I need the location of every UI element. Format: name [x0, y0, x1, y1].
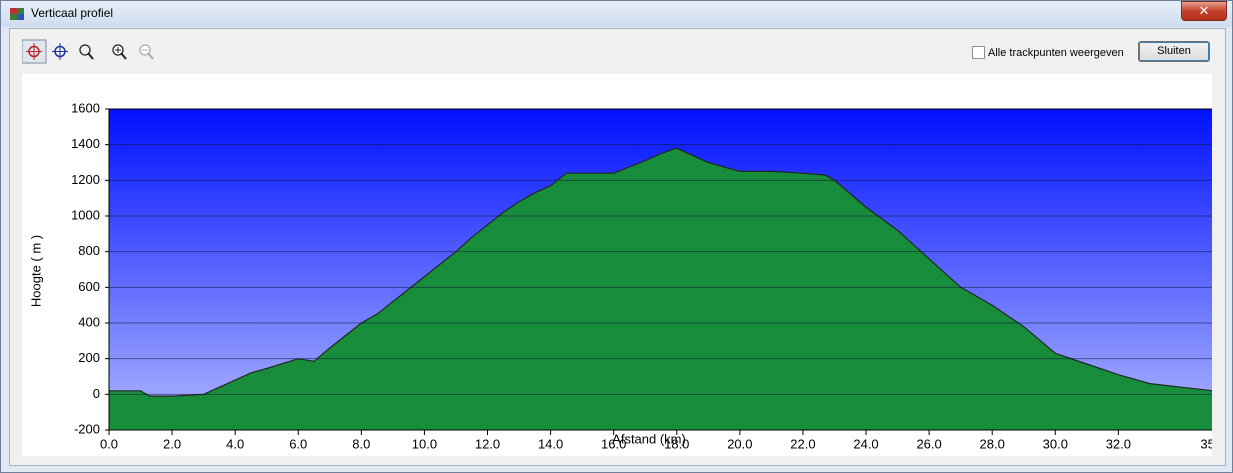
x-tick-label: 12.0 — [475, 436, 500, 451]
x-tick-label: 14.0 — [538, 436, 563, 451]
x-tick-label: 35.0 — [1200, 436, 1212, 451]
tool-zoom-in[interactable] — [112, 44, 127, 60]
tool-zoom-area[interactable] — [79, 44, 94, 60]
window-title: Verticaal profiel — [31, 6, 114, 20]
checkbox-label: Alle trackpunten weergeven — [988, 46, 1124, 59]
y-axis-label: Hoogte ( m ) — [28, 235, 43, 307]
toolbar — [21, 39, 162, 65]
x-tick-label: 28.0 — [980, 436, 1005, 451]
x-tick-label: 10.0 — [412, 436, 437, 451]
x-tick-label: 26.0 — [916, 436, 941, 451]
client-area: Alle trackpunten weergeven Sluiten Afsta… — [9, 28, 1226, 466]
y-tick-label: 1000 — [71, 207, 100, 222]
toolbar-icons — [21, 39, 154, 64]
x-tick-label: 24.0 — [853, 436, 878, 451]
y-tick-label: 600 — [78, 279, 100, 294]
tool-crosshair[interactable] — [52, 43, 68, 60]
app-icon — [10, 8, 24, 20]
x-tick-label: 30.0 — [1043, 436, 1068, 451]
x-tick-label: 16.0 — [601, 436, 626, 451]
y-tick-label: 0 — [93, 386, 100, 401]
x-tick-label: 4.0 — [226, 436, 244, 451]
y-tick-label: 1600 — [71, 100, 100, 115]
checkbox[interactable]: Alle trackpunten weergeven — [972, 46, 1124, 59]
chart: Afstand (km) Hoogte ( m ) -200 0 200 400 600… — [28, 100, 1225, 451]
x-tick-label: 6.0 — [289, 436, 307, 451]
x-tick-label: 20.0 — [727, 436, 752, 451]
y-tick-label: 1200 — [71, 172, 100, 187]
elevation-area — [109, 148, 1213, 430]
chart-panel: Afstand (km) Hoogte ( m ) -200 0 200 400 600… — [22, 74, 1226, 456]
y-tick-label: 200 — [78, 350, 100, 365]
x-axis-label: Afstand (km) — [612, 431, 686, 446]
x-tick-label: 8.0 — [352, 436, 370, 451]
y-tick-label: 400 — [78, 314, 100, 329]
y-tick-label: 800 — [78, 243, 100, 258]
x-tick-label: 0.0 — [100, 436, 118, 451]
close-button[interactable]: ✕ — [1181, 1, 1227, 21]
x-tick-label: 2.0 — [163, 436, 181, 451]
y-tick-label: -200 — [74, 421, 100, 436]
x-tick-label: 32.0 — [1106, 436, 1131, 451]
close-dialog-button[interactable]: Sluiten — [1138, 41, 1210, 62]
y-tick-label: 1400 — [71, 136, 100, 151]
x-tick-label: 18.0 — [664, 436, 689, 451]
tool-zoom-out[interactable] — [139, 44, 154, 60]
title-bar: Verticaal profiel ✕ — [1, 1, 1232, 27]
x-tick-label: 22.0 — [790, 436, 815, 451]
